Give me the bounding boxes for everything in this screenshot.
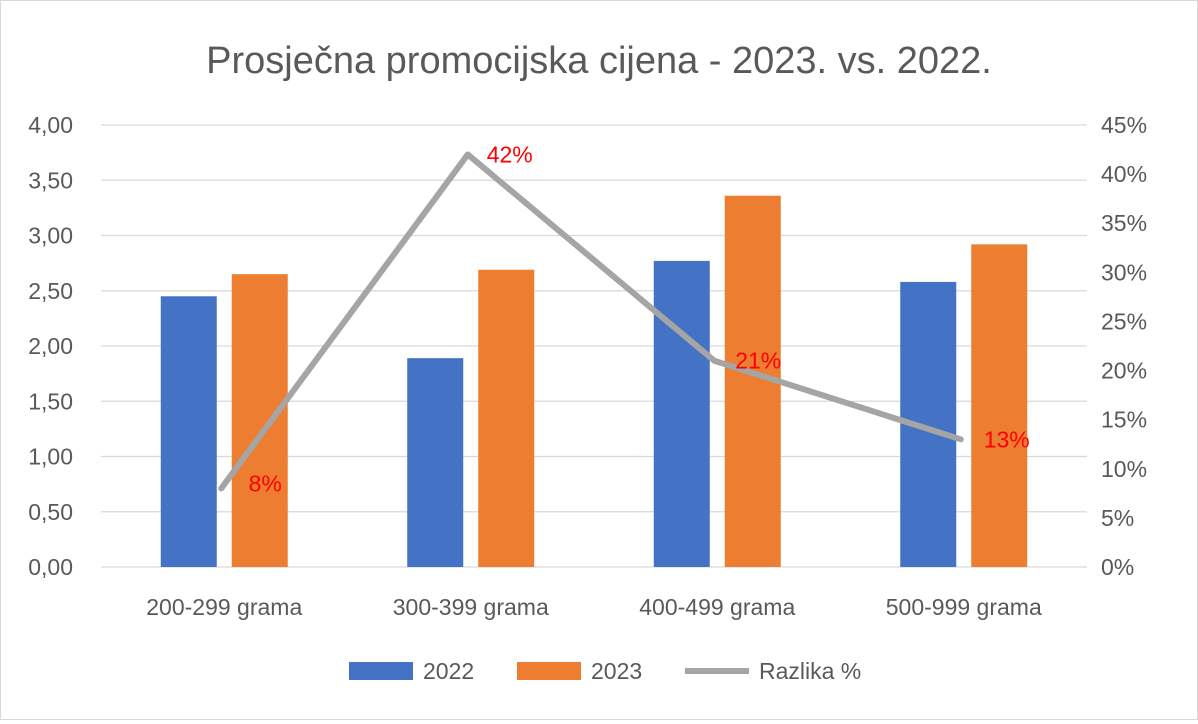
bar-2023: [231, 274, 288, 567]
data-labels: 8% 42% 21% 13%: [249, 141, 1030, 496]
y-left-tick-label: 1,50: [28, 388, 73, 414]
bar-2022: [653, 260, 710, 567]
line-series: [218, 151, 964, 492]
x-axis: 200-299 grama 300-399 grama 400-499 grama 5…: [146, 594, 1042, 620]
data-label: 42%: [487, 141, 533, 167]
bar-2023: [971, 244, 1028, 567]
x-tick-label: 400-499 grama: [639, 594, 795, 620]
chart-title: Prosječna promocijska cijena - 2023. vs.…: [206, 40, 992, 82]
y-left-tick-label: 0,50: [28, 499, 73, 525]
y-left-tick-label: 2,00: [28, 333, 73, 359]
x-tick-label: 500-999 grama: [886, 594, 1042, 620]
x-tick-label: 200-299 grama: [146, 594, 302, 620]
y-left-tick-label: 4,00: [28, 112, 73, 138]
legend-swatch: [517, 662, 581, 680]
line-Razlika %: [218, 151, 964, 492]
legend-label: 2023: [591, 658, 642, 684]
y-right-tick-label: 35%: [1101, 210, 1147, 236]
legend-label: 2022: [423, 658, 474, 684]
y-right-tick-label: 45%: [1101, 112, 1147, 138]
y-axis-left: 0,00 0,50 1,00 1,50 2,00 2,50 3,00 3,50 4,00: [28, 112, 73, 580]
bar-2022: [160, 296, 217, 567]
y-right-tick-label: 30%: [1101, 259, 1147, 285]
bar-2023: [478, 269, 535, 567]
y-left-tick-label: 0,00: [28, 554, 73, 580]
data-label: 8%: [249, 470, 282, 496]
y-right-tick-label: 25%: [1101, 308, 1147, 334]
y-axis-right: 0% 5% 10% 15% 20% 25% 30% 35% 40% 45%: [1101, 112, 1147, 580]
y-right-tick-label: 0%: [1101, 554, 1134, 580]
y-right-tick-label: 40%: [1101, 161, 1147, 187]
y-left-tick-label: 3,50: [28, 167, 73, 193]
y-right-tick-label: 10%: [1101, 456, 1147, 482]
bar-2022: [407, 358, 464, 567]
x-tick-label: 300-399 grama: [393, 594, 549, 620]
legend: 2022 2023 Razlika %: [349, 658, 861, 684]
legend-swatch: [349, 662, 413, 680]
y-right-tick-label: 5%: [1101, 505, 1134, 531]
y-right-tick-label: 20%: [1101, 358, 1147, 384]
y-right-tick-label: 15%: [1101, 407, 1147, 433]
legend-label: Razlika %: [759, 658, 861, 684]
bars: [160, 195, 1028, 567]
y-left-tick-label: 2,50: [28, 278, 73, 304]
data-label: 13%: [984, 426, 1030, 452]
y-left-tick-label: 1,00: [28, 444, 73, 470]
y-left-tick-label: 3,00: [28, 223, 73, 249]
data-label: 21%: [735, 348, 781, 374]
